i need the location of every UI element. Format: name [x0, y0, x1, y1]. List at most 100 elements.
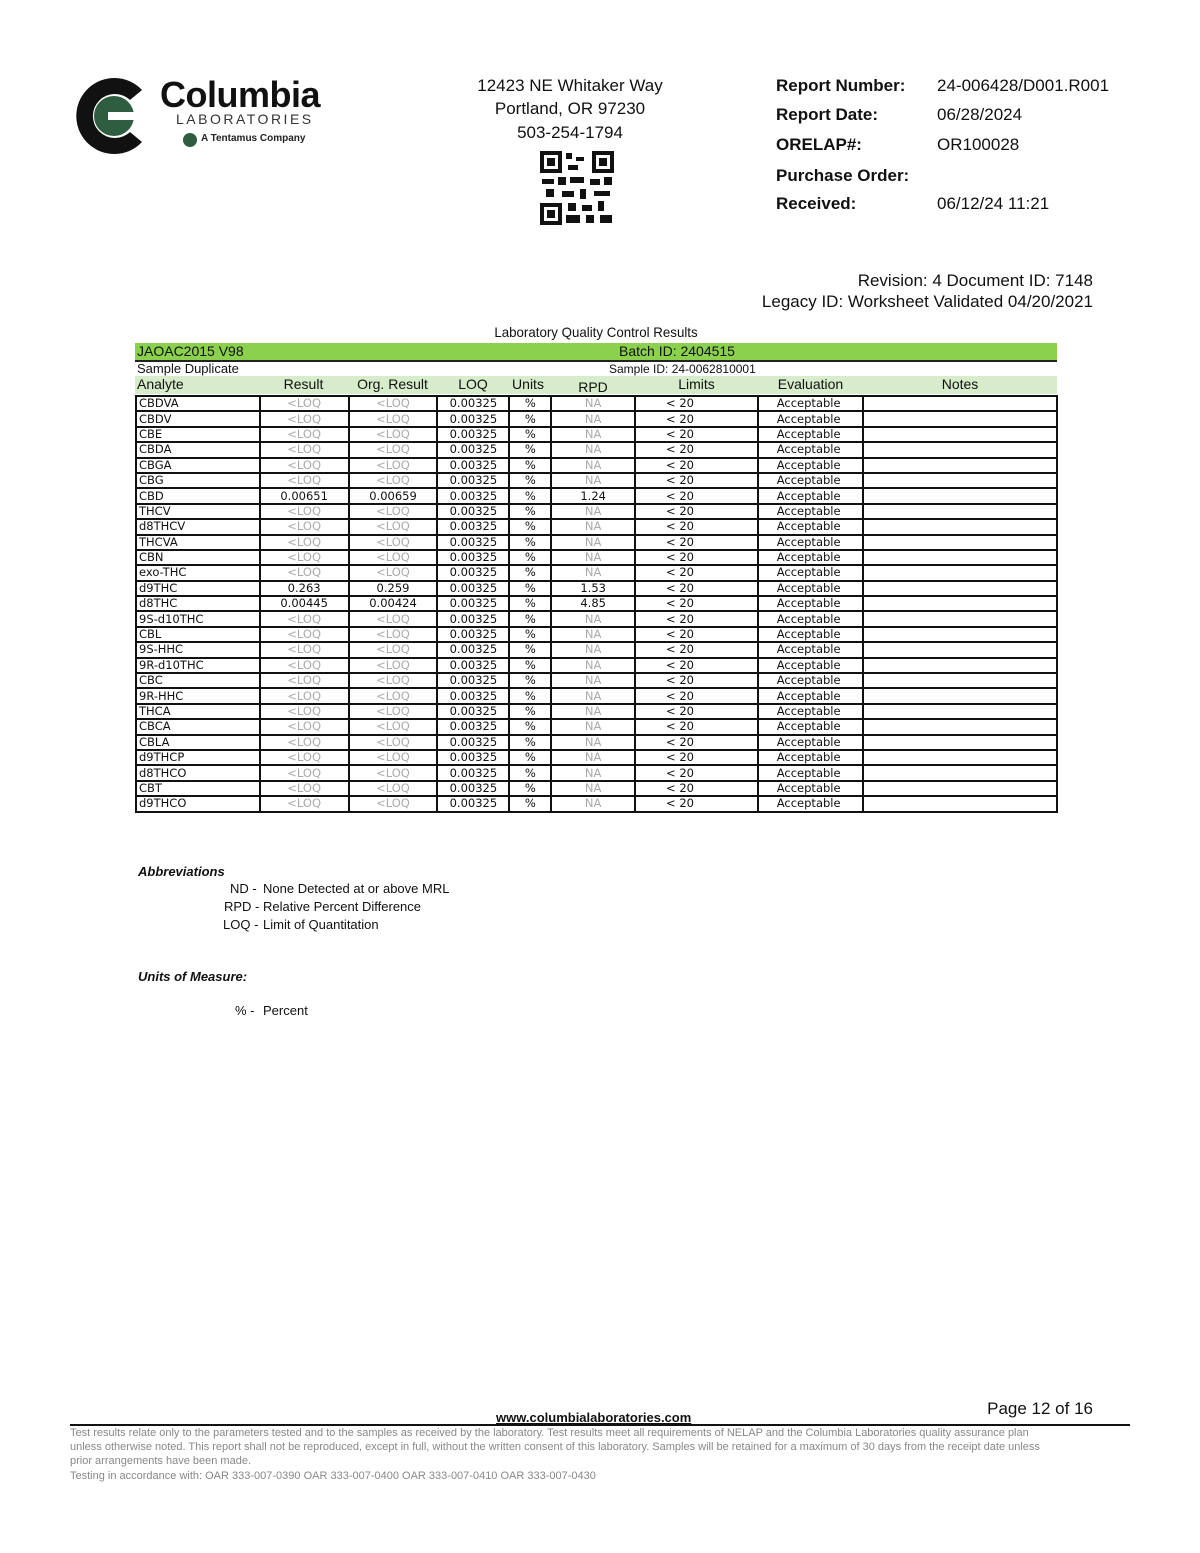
- cell-evaluation: Acceptable: [756, 625, 864, 644]
- table-row: CBG <LOQ <LOQ 0.00325% NA < 20 Acceptable: [135, 471, 1059, 490]
- unit-text-percent: Percent: [263, 1003, 308, 1018]
- cell-loq: 0.00325: [436, 625, 511, 644]
- company-logo: [70, 72, 158, 160]
- cell-org-result: <LOQ: [347, 548, 439, 567]
- cell-rpd: NA: [550, 564, 637, 582]
- cell-org-result: <LOQ: [347, 425, 439, 444]
- cell-result: <LOQ: [258, 564, 350, 582]
- cell-org-result: <LOQ: [347, 502, 439, 521]
- cell-result: 0.00445: [258, 595, 350, 613]
- disclaimer-line-3: prior arrangements have been made.: [70, 1455, 251, 1467]
- cell-limits: < 20: [634, 487, 759, 505]
- table-row: exo-THC <LOQ <LOQ 0.00325% NA < 20 Acceptable: [135, 564, 1059, 582]
- col-limits: Limits: [678, 376, 715, 392]
- cell-result: <LOQ: [258, 518, 350, 536]
- cell-org-result: 0.00659: [347, 487, 439, 505]
- cell-units: %: [508, 702, 553, 721]
- cell-units: %: [508, 625, 553, 644]
- oar-references: Testing in accordance with: OAR 333-007-…: [70, 1470, 596, 1482]
- cell-evaluation: Acceptable: [756, 733, 864, 752]
- qc-results-table: CBDVA <LOQ <LOQ 0.00325% NA < 20 Acceptable CBD…: [135, 394, 1059, 813]
- received-date: 06/12/24 11:21: [937, 194, 1050, 213]
- cell-units: %: [508, 795, 553, 813]
- cell-limits: < 20: [634, 748, 759, 767]
- table-row: d8THCO <LOQ <LOQ 0.00325% NA < 20 Acceptable: [135, 764, 1059, 782]
- cell-org-result: <LOQ: [347, 518, 439, 536]
- cell-analyte: d9THC: [135, 579, 261, 598]
- cell-limits: < 20: [634, 672, 759, 690]
- address-city: Portland, OR 97230: [494, 99, 646, 118]
- table-row: CBC <LOQ <LOQ 0.00325% NA < 20 Acceptable: [135, 672, 1059, 690]
- cell-units: %: [508, 687, 553, 705]
- cell-analyte: CBN: [135, 548, 261, 567]
- cell-result: <LOQ: [258, 502, 350, 521]
- cell-notes: [861, 518, 1059, 536]
- cell-result: 0.00651: [258, 487, 350, 505]
- cell-org-result: <LOQ: [347, 641, 439, 659]
- cell-notes: [861, 610, 1059, 628]
- cell-result: <LOQ: [258, 672, 350, 690]
- cell-units: %: [508, 764, 553, 782]
- col-units: Units: [512, 376, 544, 392]
- cell-org-result: <LOQ: [347, 764, 439, 782]
- cell-org-result: <LOQ: [347, 394, 439, 413]
- cell-rpd: NA: [550, 425, 637, 444]
- table-row: 9R-HHC <LOQ <LOQ 0.00325% NA < 20 Acceptable: [135, 687, 1059, 705]
- sample-id: Sample ID: 24-0062810001: [609, 362, 756, 376]
- purchase-order-label: Purchase Order:: [776, 166, 910, 185]
- cell-analyte: CBDV: [135, 410, 261, 428]
- tentamus-icon: [183, 133, 197, 147]
- cell-loq: 0.00325: [436, 595, 511, 613]
- logo-name: Columbia: [160, 74, 321, 115]
- cell-loq: 0.00325: [436, 502, 511, 521]
- cell-analyte: CBT: [135, 779, 261, 798]
- cell-evaluation: Acceptable: [756, 548, 864, 567]
- method-name: JAOAC2015 V98: [137, 343, 244, 359]
- cell-analyte: 9S-HHC: [135, 641, 261, 659]
- cell-org-result: <LOQ: [347, 410, 439, 428]
- cell-analyte: 9S-d10THC: [135, 610, 261, 628]
- cell-units: %: [508, 748, 553, 767]
- cell-notes: [861, 441, 1059, 459]
- cell-evaluation: Acceptable: [756, 718, 864, 736]
- cell-result: <LOQ: [258, 656, 350, 675]
- unit-code-percent: % -: [235, 1003, 255, 1018]
- cell-loq: 0.00325: [436, 456, 511, 474]
- cell-notes: [861, 641, 1059, 659]
- cell-loq: 0.00325: [436, 410, 511, 428]
- received-label: Received:: [776, 194, 857, 213]
- method-bar: JAOAC2015 V98 Batch ID: 2404515: [135, 343, 1057, 362]
- cell-analyte: CBL: [135, 625, 261, 644]
- cell-rpd: NA: [550, 502, 637, 521]
- cell-evaluation: Acceptable: [756, 779, 864, 798]
- website-link[interactable]: www.columbialaboratories.com: [496, 1410, 692, 1425]
- cell-limits: < 20: [634, 795, 759, 813]
- col-notes: Notes: [941, 376, 979, 392]
- logo-tagline: A Tentamus Company: [201, 133, 306, 144]
- cell-limits: < 20: [634, 548, 759, 567]
- cell-notes: [861, 718, 1059, 736]
- batch-id: Batch ID: 2404515: [619, 343, 735, 359]
- cell-org-result: <LOQ: [347, 672, 439, 690]
- cell-loq: 0.00325: [436, 610, 511, 628]
- cell-limits: < 20: [634, 456, 759, 474]
- cell-limits: < 20: [634, 610, 759, 628]
- cell-evaluation: Acceptable: [756, 425, 864, 444]
- cell-limits: < 20: [634, 656, 759, 675]
- cell-analyte: THCA: [135, 702, 261, 721]
- col-rpd: RPD: [578, 379, 608, 395]
- abbreviations-heading: Abbreviations: [138, 864, 225, 879]
- table-row: CBDA <LOQ <LOQ 0.00325% NA < 20 Acceptable: [135, 441, 1059, 459]
- cell-org-result: <LOQ: [347, 702, 439, 721]
- cell-rpd: NA: [550, 687, 637, 705]
- cell-units: %: [508, 425, 553, 444]
- table-row: CBE <LOQ <LOQ 0.00325% NA < 20 Acceptable: [135, 425, 1059, 444]
- cell-analyte: 9R-HHC: [135, 687, 261, 705]
- cell-result: <LOQ: [258, 748, 350, 767]
- cell-notes: [861, 779, 1059, 798]
- cell-evaluation: Acceptable: [756, 702, 864, 721]
- cell-result: <LOQ: [258, 425, 350, 444]
- sample-type: Sample Duplicate: [137, 361, 239, 376]
- cell-rpd: NA: [550, 610, 637, 628]
- cell-analyte: d9THCO: [135, 795, 261, 813]
